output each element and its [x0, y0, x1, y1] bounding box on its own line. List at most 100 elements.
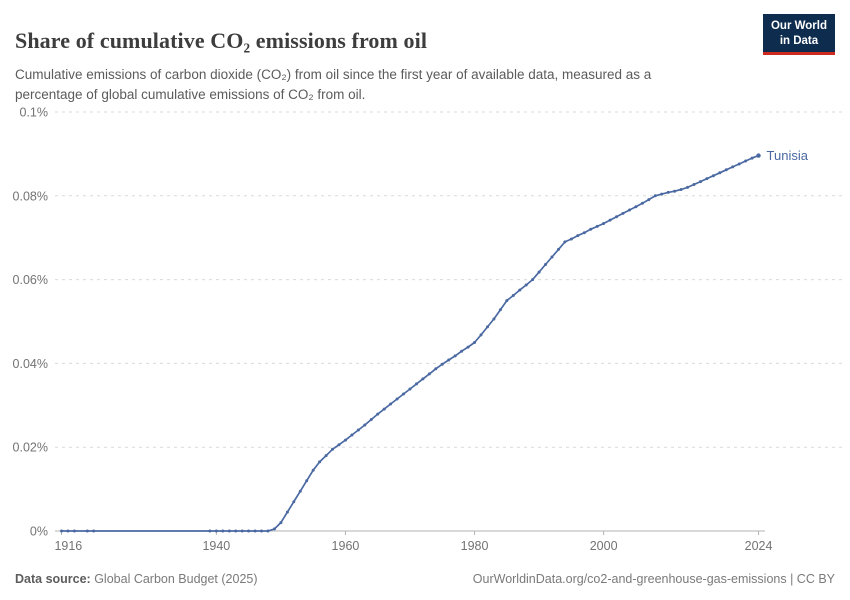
data-point[interactable] [602, 222, 606, 225]
data-point[interactable] [279, 521, 283, 525]
data-point[interactable] [66, 529, 70, 533]
data-point[interactable] [615, 215, 618, 219]
data-point[interactable] [415, 382, 418, 386]
data-point[interactable] [692, 183, 696, 186]
data-point[interactable] [292, 500, 296, 504]
owid-logo-line2: in Data [779, 34, 819, 47]
data-point[interactable] [324, 454, 328, 458]
data-point[interactable] [376, 412, 380, 416]
data-point[interactable] [395, 397, 399, 401]
data-point[interactable] [666, 190, 670, 194]
data-point[interactable] [447, 358, 451, 362]
data-point-last[interactable] [756, 153, 761, 158]
data-point[interactable] [550, 255, 554, 259]
data-point[interactable] [253, 529, 257, 533]
data-point[interactable] [705, 177, 709, 181]
data-point[interactable] [531, 278, 535, 282]
data-point[interactable] [673, 189, 677, 193]
data-point[interactable] [640, 201, 644, 205]
data-point[interactable] [92, 529, 96, 533]
data-point[interactable] [563, 240, 567, 244]
data-point[interactable] [382, 407, 386, 411]
data-point[interactable] [298, 489, 302, 493]
data-point[interactable] [660, 192, 664, 196]
data-point[interactable] [434, 367, 438, 371]
data-point[interactable] [582, 231, 586, 235]
owid-logo-line1: Our World [770, 20, 827, 32]
data-point[interactable] [750, 156, 754, 160]
data-point[interactable] [744, 159, 748, 163]
data-point[interactable] [240, 529, 244, 533]
data-point[interactable] [427, 372, 431, 376]
data-point[interactable] [389, 402, 393, 406]
data-point[interactable] [679, 188, 683, 191]
data-point[interactable] [221, 529, 225, 533]
data-point[interactable] [421, 377, 425, 381]
data-point[interactable] [724, 168, 728, 172]
data-point[interactable] [628, 208, 631, 212]
data-point[interactable] [234, 529, 238, 533]
data-point[interactable] [331, 447, 334, 451]
data-point[interactable] [85, 529, 89, 533]
data-point[interactable] [608, 218, 612, 222]
data-point[interactable] [311, 468, 315, 472]
data-point[interactable] [634, 205, 638, 209]
data-point[interactable] [576, 234, 580, 238]
data-point[interactable] [460, 349, 464, 353]
data-point[interactable] [653, 194, 657, 198]
data-point[interactable] [511, 294, 515, 297]
data-source-text: Global Carbon Budget (2025) [90, 572, 258, 586]
data-point[interactable] [227, 529, 231, 533]
y-axis-tick-label: 0.1% [20, 106, 49, 120]
data-point[interactable] [718, 171, 722, 175]
data-point[interactable] [369, 418, 373, 421]
data-point[interactable] [260, 529, 263, 533]
data-point[interactable] [273, 527, 276, 531]
data-point[interactable] [363, 423, 367, 427]
data-point[interactable] [569, 237, 573, 241]
data-point[interactable] [686, 185, 689, 189]
data-point[interactable] [544, 263, 547, 266]
data-point[interactable] [589, 227, 593, 231]
owid-logo[interactable]: Our World in Data [762, 14, 835, 55]
data-point[interactable] [479, 333, 483, 337]
data-point[interactable] [402, 392, 405, 396]
data-point[interactable] [350, 433, 354, 437]
data-point[interactable] [498, 308, 502, 312]
data-point[interactable] [505, 299, 509, 303]
data-point[interactable] [492, 317, 496, 321]
data-point[interactable] [647, 198, 651, 202]
data-point[interactable] [524, 283, 528, 287]
data-point[interactable] [344, 438, 347, 442]
data-point[interactable] [408, 387, 412, 391]
data-point[interactable] [737, 162, 741, 166]
data-point[interactable] [557, 247, 560, 251]
data-point[interactable] [621, 211, 625, 215]
data-point[interactable] [72, 529, 76, 533]
data-point[interactable] [356, 428, 360, 432]
data-point[interactable] [699, 180, 702, 184]
data-point[interactable] [518, 288, 522, 292]
data-point[interactable] [473, 341, 476, 344]
data-point[interactable] [486, 325, 489, 329]
tunisia-line[interactable] [60, 154, 760, 532]
data-point[interactable] [453, 354, 457, 358]
data-point[interactable] [214, 529, 218, 533]
data-point[interactable] [537, 270, 541, 274]
data-point[interactable] [305, 479, 309, 483]
data-point[interactable] [440, 362, 444, 366]
x-axis-tick-label: 2024 [745, 539, 773, 553]
data-point[interactable] [731, 165, 735, 169]
data-point[interactable] [247, 529, 251, 533]
data-point[interactable] [266, 529, 270, 533]
data-point[interactable] [595, 224, 599, 228]
data-point[interactable] [60, 529, 63, 533]
data-point[interactable] [208, 529, 212, 533]
y-axis-tick-label: 0.06% [13, 273, 48, 287]
data-point[interactable] [466, 345, 470, 349]
data-point[interactable] [318, 460, 322, 464]
data-point[interactable] [711, 174, 715, 178]
data-point[interactable] [337, 443, 341, 447]
data-point[interactable] [285, 510, 289, 514]
